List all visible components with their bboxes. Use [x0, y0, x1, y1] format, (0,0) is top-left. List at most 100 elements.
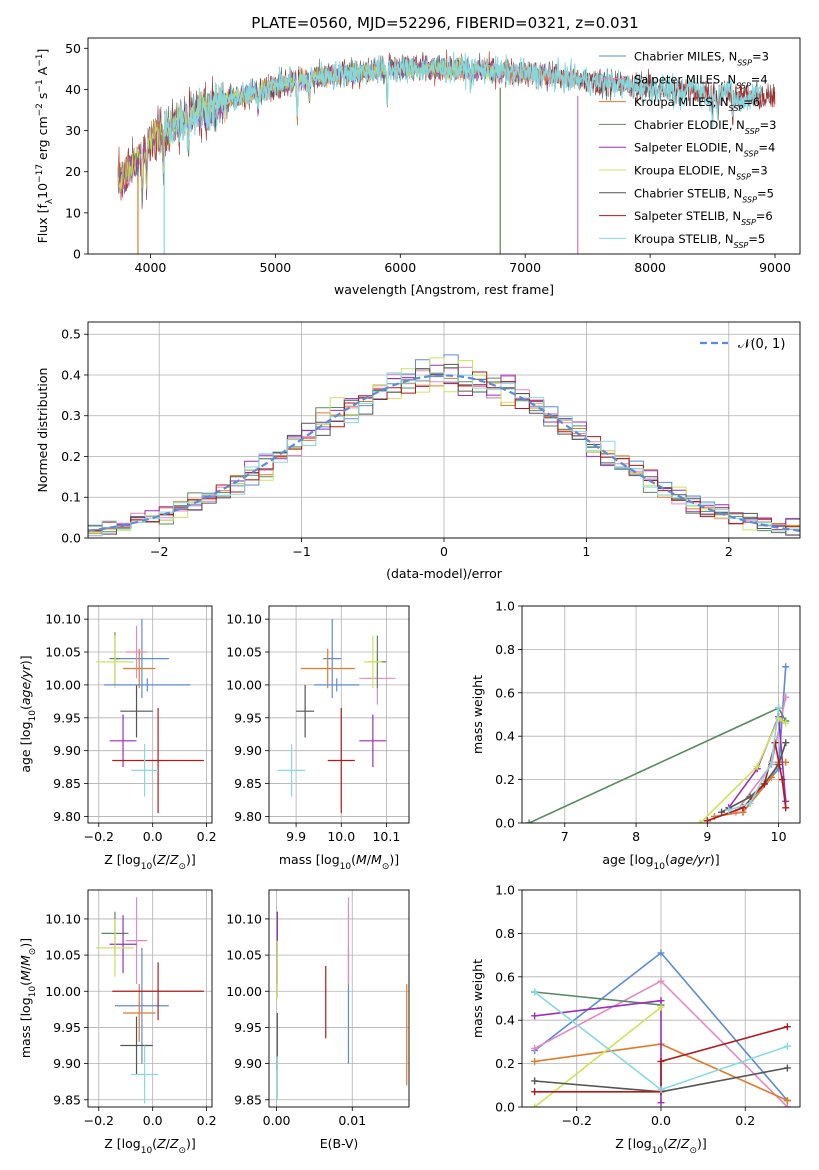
y-tick-label: 0.2: [495, 772, 515, 787]
y-tick-label: 10.10: [226, 911, 262, 926]
x-tick-label: 7: [561, 829, 569, 844]
series-marker: [782, 663, 790, 671]
plot-area: [96, 897, 204, 1104]
x-tick-label: 0.00: [263, 1113, 291, 1128]
x-tick-label: 0.2: [197, 829, 217, 844]
spectrum-line: [163, 51, 762, 152]
legend-label: Chabrier MILES, NSSP=3: [634, 50, 769, 68]
y-tick-label: 0.4: [495, 1013, 515, 1028]
legend-label: Salpeter STELIB, NSSP=6: [634, 209, 773, 227]
legend-label: 𝒩(0, 1): [738, 337, 785, 352]
y-tick-label: 0.0: [495, 1100, 515, 1115]
series-marker: [767, 758, 775, 766]
y-tick-label: 0.5: [61, 327, 81, 342]
mass-vs-EBV-panel: 0.00 0.01 9.85 9.90 9.95 10.00 10.05 10.10 E(B-V…: [226, 889, 410, 1151]
y-tick-label: 9.85: [234, 1092, 262, 1107]
histogram-step: [88, 372, 800, 538]
series-line: [699, 717, 787, 823]
series-line: [707, 742, 787, 822]
y-tick-label: 1.0: [495, 599, 515, 614]
x-tick-label: 9: [703, 829, 711, 844]
series-marker: [753, 763, 761, 771]
series-marker: [657, 1057, 665, 1065]
x-tick-label: −1: [292, 544, 310, 559]
series-marker: [782, 758, 790, 766]
x-axis-label: Z [log10(Z/Z⊙)]: [104, 852, 196, 872]
y-tick-label: 9.95: [53, 710, 81, 725]
series-marker: [782, 719, 790, 727]
axes-frame: [268, 889, 410, 1108]
y-tick-label: 0.4: [61, 367, 81, 382]
y-tick-label: 9.95: [234, 1020, 262, 1035]
y-tick-label: 0.2: [61, 449, 81, 464]
x-axis-label: wavelength [Angstrom, rest frame]: [334, 282, 554, 297]
y-axis-label: age [log10(age/yr)]: [18, 655, 38, 772]
series-marker: [782, 693, 790, 701]
x-tick-label: 0: [440, 544, 448, 559]
y-tick-label: 10: [65, 205, 81, 220]
x-tick-label: 8000: [634, 260, 666, 275]
series-marker: [703, 817, 711, 823]
series-marker: [696, 819, 704, 823]
x-tick-label: 9000: [759, 260, 791, 275]
y-tick-label: 50: [65, 41, 81, 56]
y-tick-label: 0.0: [495, 816, 515, 831]
series-marker: [718, 808, 726, 816]
series-line: [534, 1025, 788, 1093]
series-line: [721, 742, 787, 813]
y-tick-label: 10.05: [45, 645, 81, 660]
y-tick-label: 9.80: [234, 809, 262, 824]
x-axis-label: age [log10(age/yr)]: [602, 852, 719, 872]
y-tick-label: 10.10: [45, 612, 81, 627]
x-tick-label: 6000: [384, 260, 416, 275]
series-marker: [775, 715, 783, 723]
series-marker: [531, 1057, 539, 1065]
x-tick-label: 1: [582, 544, 590, 559]
series-marker: [783, 1103, 791, 1107]
x-tick-label: 0.01: [338, 1113, 366, 1128]
y-axis-label: mass [log10(M/M⊙)]: [18, 938, 38, 1058]
axes-frame: [521, 889, 801, 1108]
spectrum-panel: 4000 5000 6000 7000 8000 9000 0 10 20 30 40 50 Chabr…: [35, 37, 801, 297]
x-tick-label: −0.2: [84, 829, 114, 844]
y-tick-label: 10.05: [226, 948, 262, 963]
series-marker: [657, 1003, 665, 1011]
y-tick-label: 0.6: [495, 969, 515, 984]
figure-title: PLATE=0560, MJD=52296, FIBERID=0321, z=0…: [251, 14, 638, 32]
legend-label: Salpeter ELODIE, NSSP=4: [634, 141, 775, 159]
series-marker: [783, 1096, 791, 1104]
x-tick-label: 5000: [259, 260, 291, 275]
x-tick-label: 9.9: [286, 829, 306, 844]
y-tick-label: 9.90: [53, 743, 81, 758]
y-tick-label: 20: [65, 164, 81, 179]
spectrum-line: [117, 57, 501, 206]
axes-frame: [87, 321, 801, 539]
y-tick-label: 0.8: [495, 926, 515, 941]
y-tick-label: 0.4: [495, 729, 515, 744]
legend-label: Chabrier ELODIE, NSSP=3: [634, 118, 776, 136]
series-line: [728, 707, 780, 811]
x-axis-label: mass [log10(M/M⊙)]: [279, 852, 399, 872]
series-marker: [657, 977, 665, 985]
axes-frame: [268, 605, 410, 824]
y-tick-label: 40: [65, 82, 81, 97]
y-tick-label: 10.00: [45, 984, 81, 999]
x-tick-label: −0.2: [562, 1113, 592, 1128]
y-axis-label: mass weight: [470, 959, 485, 1038]
series-marker: [657, 1086, 665, 1094]
series-marker: [531, 1012, 539, 1020]
series-marker: [782, 804, 790, 812]
series-marker: [783, 1042, 791, 1050]
series-marker: [531, 1077, 539, 1085]
y-tick-label: 9.95: [53, 1020, 81, 1035]
massweight-vs-age-panel: 7 8 9 10 0.0 0.2 0.4 0.6 0.8 1.0 mass weight age [l…: [470, 599, 801, 872]
series-marker: [531, 1103, 539, 1107]
y-tick-label: 10.00: [226, 677, 262, 692]
series-marker: [760, 780, 768, 788]
plot-area: [88, 354, 800, 538]
y-tick-label: 0.2: [495, 1056, 515, 1071]
x-tick-label: 0.0: [143, 1113, 163, 1128]
x-axis-label: Z [log10(Z/Z⊙)]: [615, 1136, 707, 1156]
y-tick-label: 9.90: [53, 1056, 81, 1071]
